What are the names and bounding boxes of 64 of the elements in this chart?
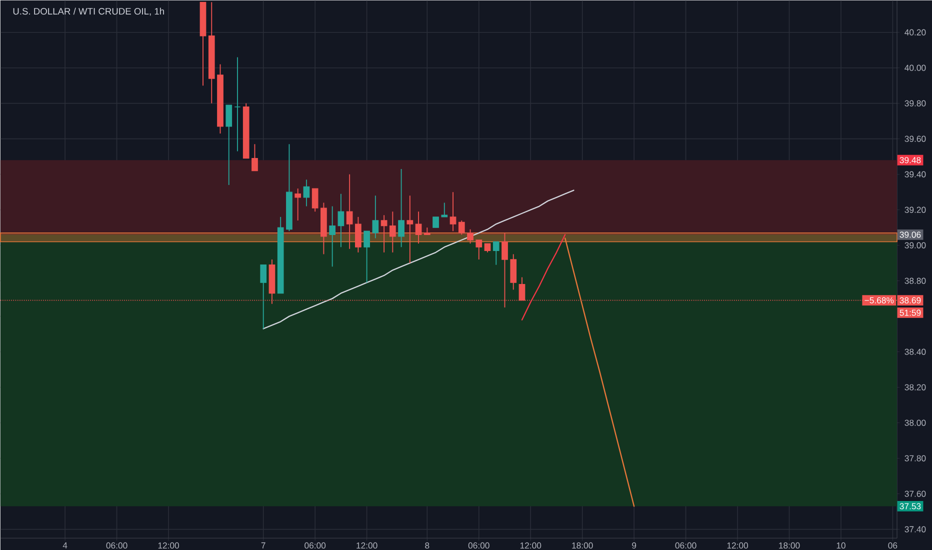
candlestick [450,192,456,232]
x-tick-label: 7 [261,542,266,548]
candlestick [398,168,404,248]
annotation: −5.68% [864,297,894,304]
y-tick-label: 39.20 [904,206,926,213]
x-tick-label: 12:00 [520,542,542,548]
candlestick [364,230,370,283]
candlestick [467,228,474,244]
candlestick [234,56,241,152]
x-tick-label: 4 [62,542,68,548]
x-tick-label: 06:00 [106,542,128,548]
candlestick [355,216,362,253]
x-tick-label: 06:00 [675,542,696,548]
line-series [521,234,566,320]
candlestick [476,239,482,260]
candlestick [380,214,388,253]
candlestick [226,104,232,186]
text: U.S. DOLLAR / WTI CRUDE OIL, 1h [13,8,164,16]
x-tick-label: 06 [888,542,898,548]
annotation: 39.48 [900,156,921,164]
y-tick-label: 37.80 [904,455,926,462]
y-tick-label: 39.00 [904,242,926,248]
candlestick [432,216,439,228]
y-tick-label: 40.00 [904,64,926,71]
x-tick-label: 12:00 [727,542,748,548]
candlestick [441,202,448,218]
x-tick-label: 18:00 [572,542,593,548]
x-tick-label: 18:00 [779,542,800,548]
y-tick-label: 38.40 [904,348,926,355]
y-tick-label: 39.40 [904,171,926,178]
y-tick-label: 40.20 [904,29,926,36]
candlestick [260,264,267,330]
x-tick-label: 12:00 [158,542,180,548]
text: 51:59 [900,310,921,316]
ref-line-label: 38.69 [900,297,921,304]
candlestick [458,220,465,236]
y-tick-label: 39.80 [904,100,926,106]
annotation: 37.53 [900,503,921,510]
candlestick [346,174,353,250]
candlestick [312,188,318,212]
candlestick [406,195,414,264]
y-tick-label: 37.40 [904,526,926,532]
candlestick [338,193,344,248]
candlestick [510,254,517,290]
candlestick [389,211,396,253]
candlestick [252,144,258,172]
x-tick-label: 12:00 [356,542,378,548]
candlestick [303,179,310,207]
x-tick-label: 9 [632,542,636,548]
candlestick [294,188,302,221]
x-tick-label: 06:00 [468,542,490,548]
y-tick-label: 38.00 [904,420,926,426]
candlestick [329,206,336,268]
x-tick-label: 10 [836,542,846,548]
candlestick [372,195,379,239]
y-tick-label: 37.60 [904,490,926,497]
y-tick-label: 39.60 [904,136,926,142]
y-tick-label: 38.20 [904,384,926,390]
x-tick-label: 06:00 [304,542,326,548]
candlestick [492,241,500,266]
annotation: 39.06 [900,232,921,238]
candlestick [415,211,422,244]
y-tick-label: 38.80 [904,278,926,284]
x-tick-label: 8 [425,542,430,548]
